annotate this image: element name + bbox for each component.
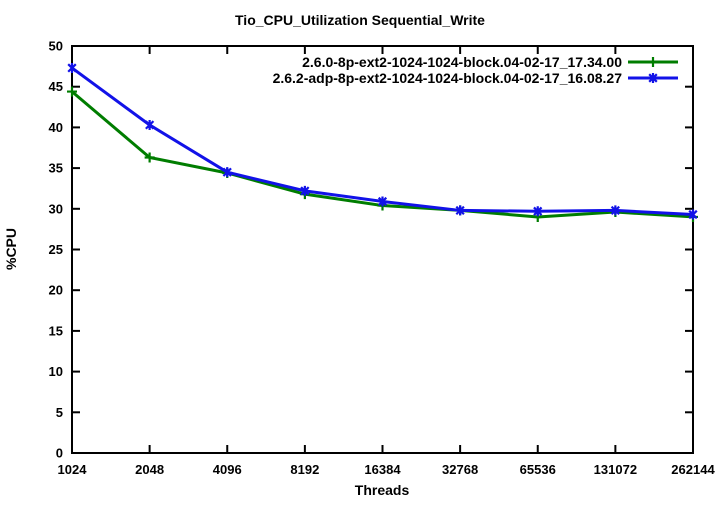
x-tick-label: 32768 — [442, 462, 478, 477]
y-tick-label: 40 — [49, 120, 63, 135]
plot-border — [71, 45, 694, 454]
legend-label-series-1: 2.6.2-adp-8p-ext2-1024-1024-block.04-02-… — [273, 70, 623, 86]
x-axis-label: Threads — [355, 482, 410, 498]
legend-sample-marker-1 — [648, 73, 658, 83]
data-point-series-1 — [688, 209, 698, 220]
y-tick-label: 35 — [49, 161, 63, 176]
chart-title: Tio_CPU_Utilization Sequential_Write — [235, 12, 485, 28]
y-tick-label: 50 — [49, 39, 63, 54]
series-line-1 — [71, 66, 694, 216]
y-tick-label: 45 — [49, 79, 63, 94]
data-point-series-0 — [67, 86, 77, 97]
x-tick-label: 262144 — [671, 462, 715, 477]
x-tick-label: 65536 — [520, 462, 556, 477]
y-tick-label: 30 — [49, 201, 63, 216]
data-point-series-1 — [455, 205, 465, 216]
data-point-series-1 — [67, 62, 77, 73]
x-tick-label: 1024 — [58, 462, 88, 477]
x-tick-label: 131072 — [594, 462, 637, 477]
legend-samples — [628, 57, 678, 83]
x-tick-label: 8192 — [290, 462, 319, 477]
y-tick-label: 15 — [49, 323, 63, 338]
data-point-series-1 — [300, 185, 310, 196]
y-tick-label: 25 — [49, 242, 63, 257]
x-tick-label: 4096 — [213, 462, 242, 477]
data-point-series-0 — [144, 152, 155, 163]
y-tick-label: 10 — [49, 364, 63, 379]
legend: 2.6.0-8p-ext2-1024-1024-block.04-02-17_1… — [273, 54, 678, 86]
x-tick-label: 16384 — [364, 462, 401, 477]
legend-sample-marker-0 — [648, 57, 658, 67]
data-point-series-1 — [377, 196, 388, 207]
x-tick-label: 2048 — [135, 462, 164, 477]
legend-label-series-0: 2.6.0-8p-ext2-1024-1024-block.04-02-17_1… — [302, 54, 622, 70]
y-tick-label: 0 — [56, 446, 63, 461]
y-axis-label: %CPU — [3, 228, 19, 270]
data-point-series-1 — [533, 206, 543, 217]
data-point-series-1 — [610, 205, 620, 216]
data-point-series-1 — [145, 119, 155, 130]
data-point-series-1 — [222, 167, 232, 178]
y-tick-label: 5 — [56, 405, 63, 420]
plot-area: 1024 2048 4096 8192 16384 32768 65536 131072 262… — [49, 39, 716, 478]
y-tick-label: 20 — [49, 283, 63, 298]
